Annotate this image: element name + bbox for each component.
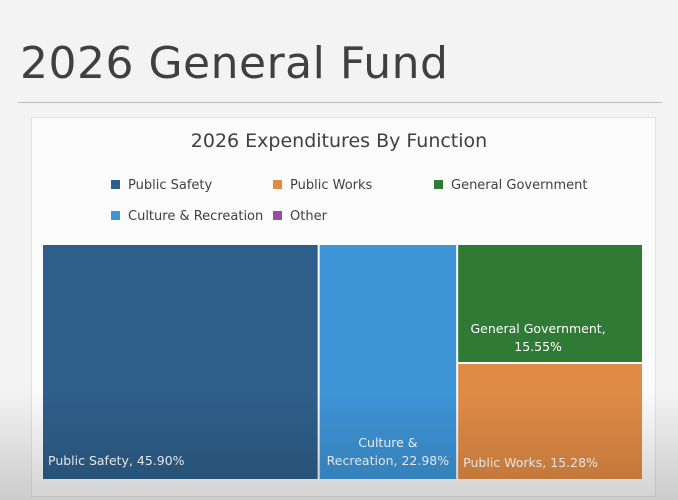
legend-label: Other [290,209,327,224]
treemap-tile-general-government [458,245,642,363]
legend-item-public-safety: Public Safety [111,178,212,193]
legend-swatch-culture-recreation [111,211,120,220]
treemap-tile-public-works [458,364,642,479]
treemap-label-public-safety: Public Safety, 45.90% [48,453,185,468]
treemap-label-culture-recreation: Culture & Recreation, 22.98% [327,435,450,468]
chart-title: 2026 Expenditures By Function [190,130,488,152]
legend-swatch-general-government [434,180,443,189]
slide-title: 2026 General Fund [20,38,449,89]
title-divider [18,102,662,103]
treemap-label-general-government: General Government, 15.55% [471,321,606,354]
treemap-tile-culture-recreation [319,245,457,479]
legend-label: Public Safety [128,178,213,193]
legend-item-other: Other [273,209,327,224]
treemap-label-public-works: Public Works, 15.28% [463,455,598,470]
legend-label: General Government [451,178,588,193]
legend-item-general-government: General Government [434,178,587,193]
legend-label: Public Works [290,178,373,193]
legend-item-culture-recreation: Culture & Recreation [111,209,263,224]
legend-swatch-other [273,211,282,220]
treemap-tile-public-safety [43,245,318,479]
legend-swatch-public-works [273,180,282,189]
legend-label: Culture & Recreation [128,209,264,224]
legend-item-public-works: Public Works [273,178,372,193]
legend-swatch-public-safety [111,180,120,189]
